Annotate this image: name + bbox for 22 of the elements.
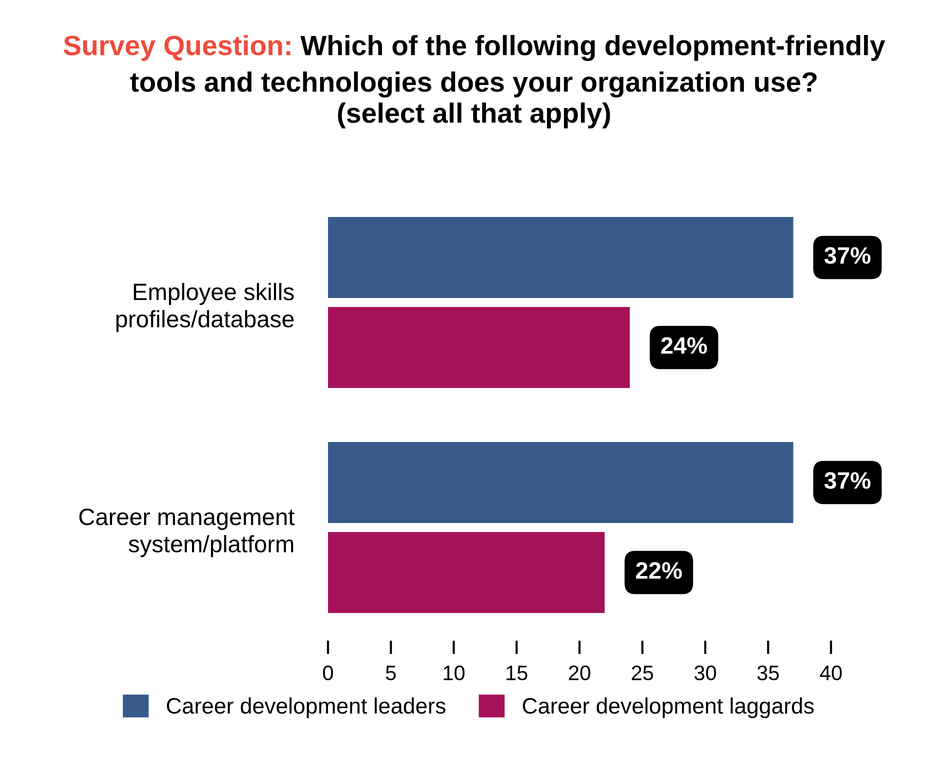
bar: [328, 307, 630, 388]
x-tick-label: 10: [444, 666, 465, 680]
x-tick-label: 0: [323, 666, 333, 680]
chart-title: Survey Question: Which of the following development-friendly tools and technologies does your organization use? (select all that apply): [64, 34, 886, 128]
bar: [328, 442, 794, 523]
y-tick-label: Employee skills profiles/database: [116, 282, 294, 332]
data-label: 37%: [824, 472, 870, 489]
x-tick-label: 40: [820, 666, 842, 680]
bar: [328, 217, 794, 298]
data-label: 24%: [661, 337, 707, 354]
x-tick-label: 15: [506, 666, 528, 680]
data-label: 37%: [824, 247, 870, 264]
legend-label: Career development leaders: [166, 697, 446, 718]
x-tick-label: 35: [757, 666, 779, 680]
x-tick-label: 25: [632, 666, 654, 680]
legend-label: Career development laggards: [522, 697, 814, 718]
x-tick-label: 30: [694, 666, 716, 680]
x-tick-label: 5: [386, 666, 396, 680]
x-tick-label: 20: [568, 666, 590, 680]
data-label: 22%: [636, 562, 682, 579]
y-tick-label: Career management system/platform: [79, 508, 295, 558]
bar: [328, 532, 605, 613]
